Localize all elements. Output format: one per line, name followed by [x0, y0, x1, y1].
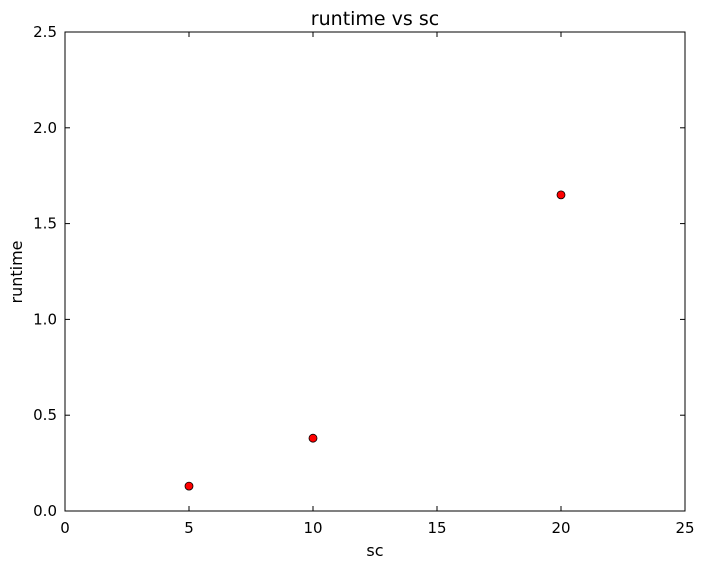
y-tick-label: 1.0 [33, 310, 57, 328]
data-point [556, 190, 566, 200]
plot-area [64, 31, 686, 512]
y-axis-label: runtime [7, 240, 26, 303]
x-tick-label: 5 [184, 519, 194, 537]
x-axis-label: sc [366, 541, 383, 560]
data-points [184, 190, 566, 491]
y-tick-label: 0.0 [33, 502, 57, 520]
chart-title: runtime vs sc [311, 8, 439, 30]
x-tick-label: 10 [303, 519, 322, 537]
x-tick-label: 20 [551, 519, 570, 537]
axis-ticks [64, 31, 686, 512]
x-tick-label: 0 [60, 519, 70, 537]
x-tick-labels: 0 5 10 15 20 25 [60, 519, 694, 537]
data-point [308, 433, 318, 443]
y-tick-label: 0.5 [33, 406, 57, 424]
y-tick-label: 2.0 [33, 119, 57, 137]
data-point [184, 481, 194, 491]
x-tick-label: 15 [427, 519, 446, 537]
y-tick-label: 2.5 [33, 23, 57, 41]
y-tick-label: 1.5 [33, 215, 57, 233]
y-tick-labels: 0.0 0.5 1.0 1.5 2.0 2.5 [33, 23, 57, 520]
x-tick-label: 25 [675, 519, 694, 537]
